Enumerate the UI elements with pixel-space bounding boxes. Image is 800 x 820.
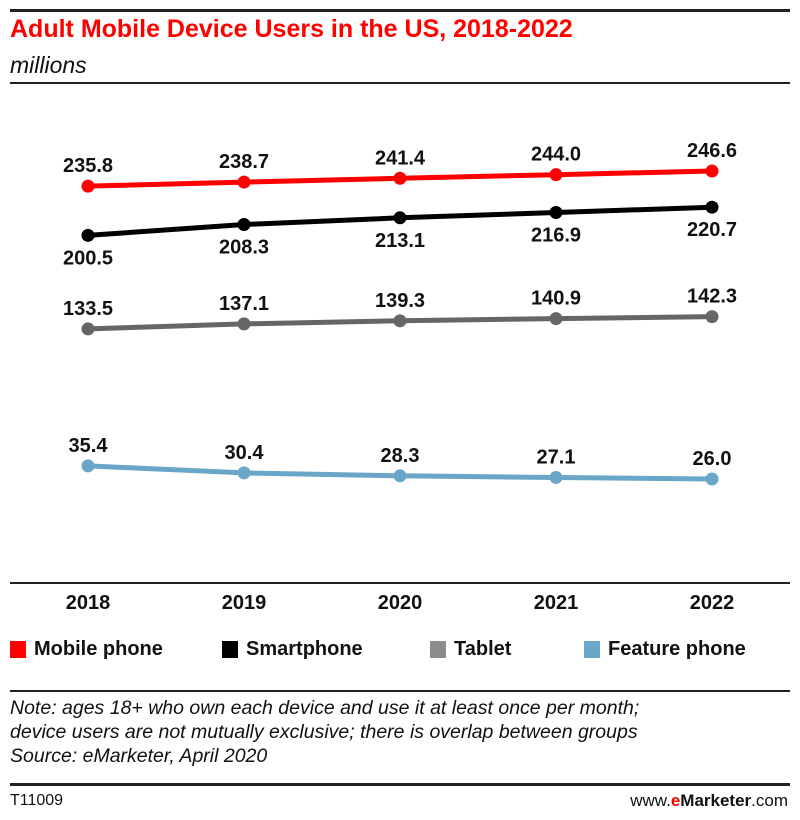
data-point-feature-phone — [549, 470, 563, 484]
data-point-feature-phone — [393, 469, 407, 483]
data-point-mobile-phone — [237, 175, 251, 189]
site-brand: Marketer — [680, 791, 752, 810]
header-rule — [10, 82, 790, 84]
data-label-mobile-phone: 244.0 — [531, 144, 581, 166]
legend-swatch — [430, 641, 446, 658]
note-rule — [10, 690, 790, 692]
legend: Mobile phone Smartphone Tablet Feature p… — [10, 638, 800, 666]
data-label-tablet: 139.3 — [375, 290, 425, 312]
site-url[interactable]: www.eMarketer.com — [630, 791, 788, 811]
legend-swatch — [222, 641, 238, 658]
chart-title: Adult Mobile Device Users in the US, 201… — [10, 15, 573, 43]
legend-label: Feature phone — [608, 638, 746, 660]
x-tick-label: 2018 — [66, 592, 111, 614]
data-label-tablet: 140.9 — [531, 288, 581, 310]
note-line-2: device users are not mutually exclusive;… — [10, 721, 638, 743]
data-point-tablet — [549, 312, 563, 326]
legend-swatch — [10, 641, 26, 658]
data-point-tablet — [705, 310, 719, 324]
data-label-smartphone: 216.9 — [531, 225, 581, 247]
x-tick-label: 2020 — [378, 592, 423, 614]
footnote: Note: ages 18+ who own each device and u… — [10, 696, 639, 768]
data-point-smartphone — [393, 211, 407, 225]
data-point-feature-phone — [81, 459, 95, 473]
data-point-feature-phone — [237, 466, 251, 480]
data-point-mobile-phone — [549, 168, 563, 182]
legend-label: Tablet — [454, 638, 512, 660]
data-label-tablet: 133.5 — [63, 298, 113, 320]
data-point-tablet — [237, 317, 251, 331]
data-label-feature-phone: 28.3 — [381, 445, 420, 467]
data-point-tablet — [81, 322, 95, 336]
legend-item-feature-phone: Feature phone — [584, 638, 746, 661]
data-point-mobile-phone — [393, 171, 407, 185]
legend-item-mobile-phone: Mobile phone — [10, 638, 163, 661]
data-label-feature-phone: 30.4 — [225, 442, 265, 464]
data-label-mobile-phone: 235.8 — [63, 155, 113, 177]
data-label-smartphone: 220.7 — [687, 219, 737, 241]
x-tick-label: 2019 — [222, 592, 267, 614]
data-label-smartphone: 200.5 — [63, 247, 113, 269]
data-label-smartphone: 208.3 — [219, 237, 269, 259]
legend-label: Smartphone — [246, 638, 363, 660]
data-label-mobile-phone: 246.6 — [687, 140, 737, 162]
source-line: Source: eMarketer, April 2020 — [10, 745, 268, 767]
x-tick-label: 2022 — [690, 592, 735, 614]
legend-item-smartphone: Smartphone — [222, 638, 363, 661]
line-chart: 2018 2019 2020 2021 2022 235.8 238.7 241.4 244.0… — [10, 140, 790, 614]
data-label-tablet: 142.3 — [687, 286, 737, 308]
data-point-smartphone — [705, 200, 719, 214]
data-point-tablet — [393, 314, 407, 328]
data-label-feature-phone: 27.1 — [537, 446, 576, 468]
chart-id: T11009 — [10, 792, 64, 809]
data-point-mobile-phone — [705, 164, 719, 178]
data-label-smartphone: 213.1 — [375, 230, 425, 252]
data-point-feature-phone — [705, 472, 719, 486]
legend-swatch — [584, 641, 600, 658]
data-point-smartphone — [237, 218, 251, 232]
chart-subtitle: millions — [10, 52, 87, 78]
site-brand-e: e — [670, 791, 681, 810]
legend-item-tablet: Tablet — [430, 638, 511, 661]
x-tick-label: 2021 — [534, 592, 579, 614]
data-label-tablet: 137.1 — [219, 293, 269, 315]
site-suffix: .com — [751, 791, 788, 810]
legend-label: Mobile phone — [34, 638, 163, 660]
data-label-feature-phone: 35.4 — [69, 435, 109, 457]
data-point-smartphone — [549, 206, 563, 220]
site-prefix: www. — [630, 791, 671, 810]
note-line-1: Note: ages 18+ who own each device and u… — [10, 697, 640, 719]
data-label-mobile-phone: 241.4 — [375, 147, 426, 169]
data-point-mobile-phone — [81, 179, 95, 193]
data-point-smartphone — [81, 228, 95, 242]
data-label-mobile-phone: 238.7 — [219, 151, 269, 173]
footer-rule — [10, 783, 790, 786]
top-rule — [10, 9, 790, 12]
data-label-feature-phone: 26.0 — [693, 448, 732, 470]
